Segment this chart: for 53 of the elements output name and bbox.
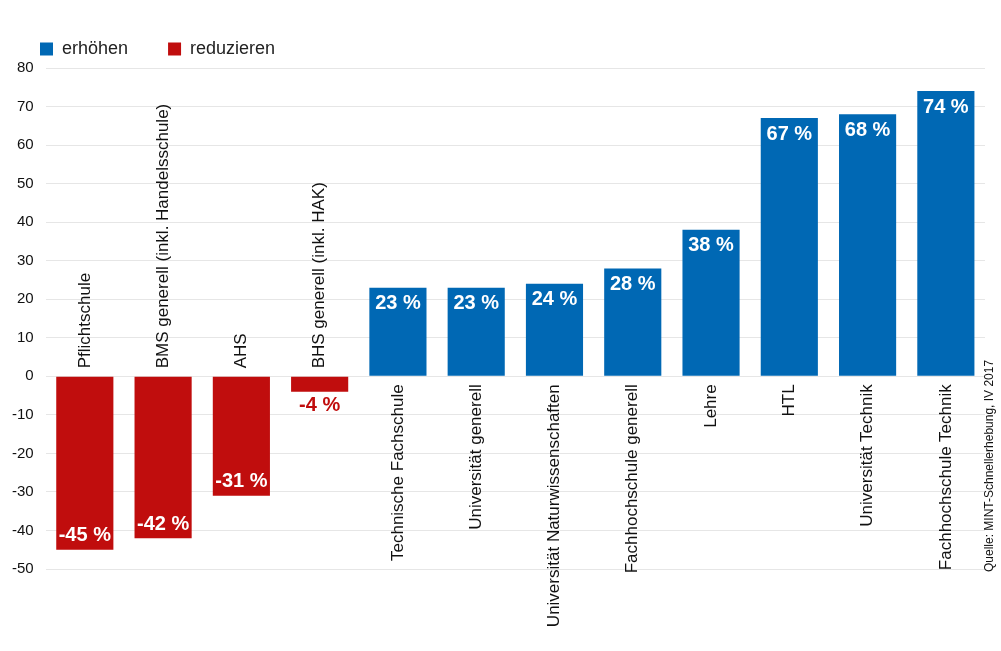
data-label: 24 %: [531, 287, 578, 310]
y-tick-label: -50: [11, 559, 34, 577]
y-tick-label: 0: [25, 366, 34, 384]
bar: [917, 91, 975, 376]
data-label: 67 %: [766, 121, 813, 144]
x-tick-label: Technische Fachschule: [387, 384, 407, 562]
bar: [134, 376, 192, 539]
bar: [760, 118, 818, 376]
y-tick-label: 20: [16, 289, 34, 307]
annotation: Quelle: MINT-Schnellerhebung, IV 2017: [982, 359, 997, 572]
data-label: 74 %: [923, 94, 969, 117]
bar: [682, 229, 740, 376]
x-tick-label: Pflichtschule: [74, 272, 94, 369]
y-tick-label: 10: [16, 327, 34, 345]
data-label: -45 %: [58, 523, 112, 546]
data-label: 38 %: [688, 233, 735, 256]
bar: [56, 376, 114, 550]
x-tick-label: HTL: [779, 384, 798, 417]
x-tick-label: Fachhochschule Technik: [935, 383, 955, 571]
y-tick-label: -20: [11, 443, 34, 461]
x-tick-label: Universität generell: [465, 384, 485, 530]
data-label: 23 %: [453, 291, 500, 314]
legend-label: reduzieren: [190, 37, 276, 58]
data-label: -42 %: [136, 511, 190, 534]
x-tick-label: Universität Technik: [857, 383, 877, 527]
y-tick-label: 30: [16, 250, 34, 268]
data-label: -31 %: [215, 469, 268, 492]
legend-label: erhöhen: [62, 37, 129, 58]
bar: [525, 283, 584, 376]
data-label: 23 %: [375, 291, 421, 314]
bar: [212, 376, 270, 496]
x-tick-label: Universität Naturwissenschaften: [544, 384, 564, 628]
y-tick-label: -10: [11, 404, 34, 422]
bar: [447, 287, 505, 376]
x-tick-label: Fachhochschule generell: [622, 384, 642, 574]
x-tick-label: BHS generell (inkl. HAK): [309, 182, 329, 369]
y-tick-label: 80: [16, 58, 34, 76]
y-tick-label: -30: [11, 482, 34, 500]
x-tick-label: BMS generell (inkl. Handelsschule): [152, 103, 172, 369]
data-label: -4 %: [299, 393, 341, 416]
y-tick-label: -40: [11, 520, 34, 538]
data-label: 28 %: [609, 271, 656, 294]
x-tick-label: AHS: [231, 333, 251, 369]
y-tick-label: 40: [16, 212, 34, 230]
y-tick-label: 70: [16, 96, 34, 114]
y-tick-label: 50: [16, 173, 34, 191]
data-label: 68 %: [844, 117, 891, 140]
bar: [291, 376, 349, 392]
x-tick-label: Lehre: [700, 384, 720, 428]
bar: [604, 268, 662, 376]
bar: [839, 114, 897, 376]
bar: [369, 287, 427, 376]
y-tick-label: 60: [16, 135, 34, 153]
